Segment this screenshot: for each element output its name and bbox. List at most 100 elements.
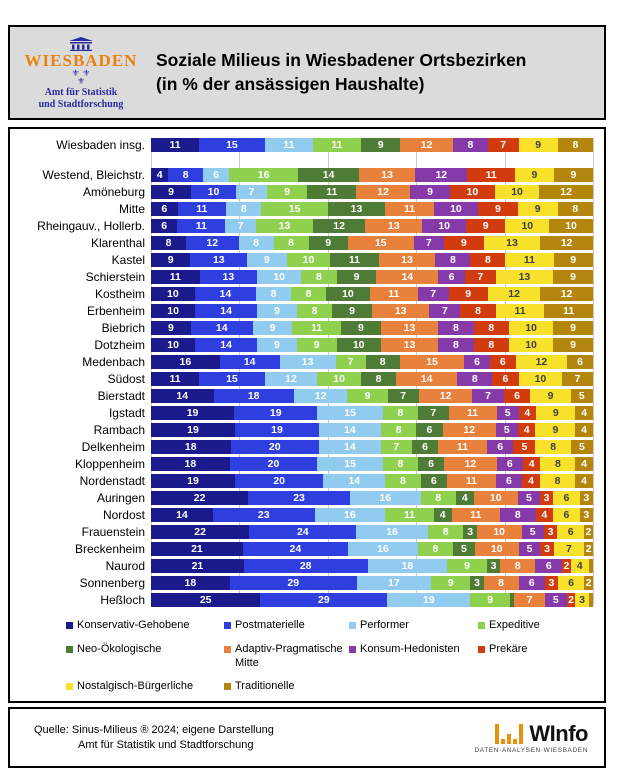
winfo-bar	[519, 723, 524, 744]
bar-segment: 13	[358, 168, 416, 182]
bar-segment: 5	[544, 593, 567, 607]
chart-row: Amöneburg 9 10 7 9 11 12 9 10 10 12	[10, 185, 604, 199]
chart-row: Erbenheim 10 14 9 8 9 13 7 8 11 11	[10, 304, 604, 318]
bar-segment: 7	[514, 593, 545, 607]
bar-segment: 4	[455, 491, 474, 505]
legend-label: Postmaterielle	[235, 619, 305, 631]
stacked-bar: 22 23 16 8 4 10 5 3 6 3	[151, 491, 593, 505]
bar-segment: 6	[495, 474, 523, 488]
bar-segment: 15	[347, 236, 414, 250]
bar-segment: 8	[500, 508, 536, 522]
bar-segment: 24	[249, 525, 357, 539]
bar-segment: 5	[518, 542, 541, 556]
bar-segment: 14	[396, 372, 458, 386]
bar-segment: 14	[195, 304, 258, 318]
bar-segment: 10	[494, 185, 540, 199]
bar-segment: 14	[195, 338, 258, 352]
bar-segment: 8	[500, 559, 536, 573]
bar-segment: 9	[535, 423, 576, 437]
bar-segment: 16	[347, 542, 418, 556]
bar-segment: 7	[417, 406, 449, 420]
legend-swatch	[66, 622, 73, 629]
bar-segment: 19	[151, 406, 235, 420]
bar-segment: 12	[264, 372, 318, 386]
winfo-bar	[507, 733, 512, 744]
bar-segment: 4	[570, 559, 589, 573]
bar-segment: 15	[317, 457, 383, 471]
wiesbaden-logo: WIESBADEN ⚜ ⚜ ⚜ Amt für Statistik und St…	[10, 35, 152, 111]
bar-segment: 15	[199, 138, 265, 152]
bar-segment: 3	[486, 559, 501, 573]
bar-segment: 11	[307, 185, 357, 199]
bar-segment: 7	[429, 304, 461, 318]
bar-segment: 11	[451, 508, 501, 522]
bar-segment: 7	[235, 185, 268, 199]
bar-segment: 9	[296, 338, 337, 352]
bar-segment: 11	[312, 138, 362, 152]
legend-label: Prekäre	[489, 642, 528, 655]
row-label: Auringen	[96, 491, 145, 505]
bar-segment: 4	[433, 508, 452, 522]
bar-segment: 6	[518, 576, 545, 590]
chart-row: Schierstein 11 13 10 8 9 14 6 7 13 9	[10, 270, 604, 284]
stacked-bar: 25 29 19 9 7 5 2 3	[151, 593, 593, 607]
source-line-1: Quelle: Sinus-Milieus ® 2024; eigene Dar…	[34, 724, 274, 737]
stacked-bar: 8 12 8 8 9 15 7 9 13 12	[151, 236, 593, 250]
bar-segment: 9	[336, 270, 377, 284]
stacked-bar: 9 10 7 9 11 12 9 10 10 12	[151, 185, 593, 199]
chart-row: Breckenheim 21 24 16 8 5 10 5 3 7 2	[10, 542, 604, 556]
stacked-bar: 14 23 16 11 4 11 8 4 6 3	[151, 508, 593, 522]
chart-row: Kastel 9 13 9 10 11 13 8 8 11 9	[10, 253, 604, 267]
bar-segment: 7	[562, 372, 593, 386]
stacked-bar: 18 29 17 9 3 8 6 3 6 2	[151, 576, 593, 590]
bar-segment: 6	[417, 457, 445, 471]
legend-item: Postmaterielle	[224, 619, 349, 633]
title-line-1: Soziale Milieus in Wiesbadener Ortsbezir…	[156, 49, 527, 70]
bar-segment: 11	[467, 168, 515, 182]
row-label: Biebrich	[101, 321, 145, 335]
bar-segment: 4	[575, 457, 593, 471]
bar-segment: 11	[292, 321, 342, 335]
title-line-2: (in % der ansässigen Haushalte)	[156, 73, 425, 94]
bar-segment: 9	[514, 168, 554, 182]
stacked-bar: 11 15 11 11 9 12 8 7 9 8	[151, 138, 593, 152]
bar-segment: 2	[562, 559, 571, 573]
legend-item: Neo-Ökologische	[66, 643, 224, 671]
bar-segment: 18	[213, 389, 294, 403]
bar-segment: 10	[476, 525, 522, 539]
bar-segment: 13	[380, 338, 439, 352]
bar-segment: 25	[151, 593, 261, 607]
bar-segment: 21	[151, 559, 244, 573]
bar-segment: 23	[212, 508, 315, 522]
chart-row: Klarenthal 8 12 8 8 9 15 7 9 13 12	[10, 236, 604, 250]
bar-segment: 24	[242, 542, 348, 556]
bar-segment: 10	[508, 321, 554, 335]
bar-segment: 12	[539, 185, 593, 199]
bar-segment: 7	[472, 389, 504, 403]
bar-segment: 16	[228, 168, 299, 182]
legend-label: Neo-Ökologische	[77, 642, 162, 655]
winfo-logo: WInfo DATEN·ANALYSEN·WIESBADEN	[475, 722, 604, 753]
bar-segment: 14	[219, 355, 280, 369]
stacked-bar: 10 14 9 8 9 13 7 8 11 11	[151, 304, 593, 318]
chart-row: Dotzheim 10 14 9 9 10 13 8 8 10 9	[10, 338, 604, 352]
page-title: Soziale Milieus in Wiesbadener Ortsbezir…	[152, 49, 604, 96]
chart-row: Kloppenheim 18 20 15 8 6 12 6 4 8 4	[10, 457, 604, 471]
chart-row: Naurod 21 28 18 9 3 8 6 2 4	[10, 559, 604, 573]
row-label: Igstadt	[108, 406, 145, 420]
bar-segment: 11	[177, 219, 226, 233]
bar-segment: 9	[361, 138, 401, 152]
chart-panel: Wiesbaden insg. 11 15 11 11 9 12 8 7 9 8 Westend, B…	[8, 127, 606, 703]
bar-segment: 16	[151, 355, 220, 369]
bar-segment: 4	[535, 508, 554, 522]
row-label: Frauenstein	[81, 525, 145, 539]
bar-segment: 8	[382, 406, 418, 420]
bar-segment: 8	[539, 474, 576, 488]
bar-segment: 8	[470, 253, 506, 267]
bar-segment: 14	[194, 287, 257, 301]
bar-segment: 12	[400, 138, 453, 152]
bar-segment: 10	[422, 219, 467, 233]
row-label: Mitte	[118, 202, 145, 216]
row-label: Sonnenberg	[79, 576, 145, 590]
bar-segment: 12	[293, 389, 348, 403]
